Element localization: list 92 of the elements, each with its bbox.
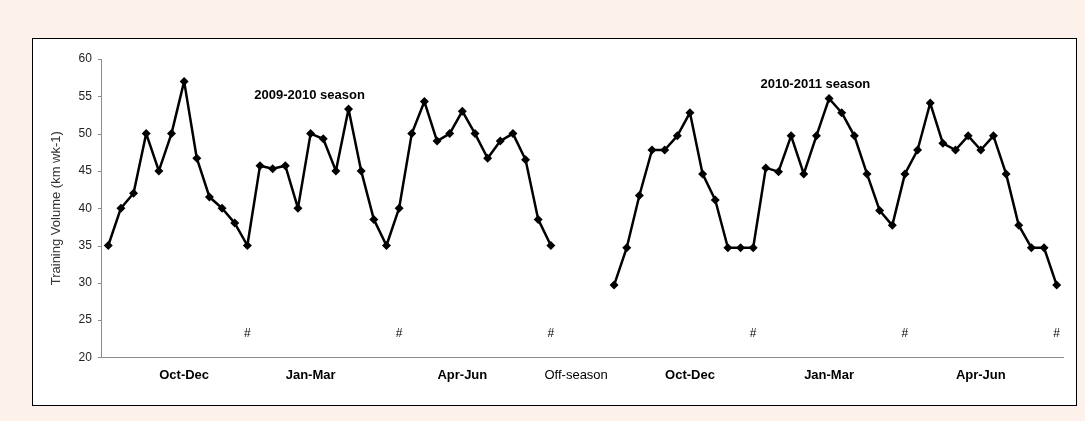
point — [217, 203, 227, 213]
point — [445, 129, 455, 139]
x-tick-label: Jan-Mar — [285, 366, 336, 382]
y-tick-label: 25 — [78, 312, 93, 327]
point — [672, 131, 682, 141]
annotation: # — [749, 325, 757, 340]
x-tick-label: Apr-Jun — [437, 366, 488, 382]
point — [963, 131, 973, 141]
point — [306, 129, 316, 139]
point — [913, 145, 923, 155]
point — [242, 241, 252, 250]
point — [849, 131, 859, 141]
annotation: # — [1053, 325, 1061, 340]
point — [773, 167, 783, 177]
point — [1001, 169, 1011, 179]
point — [407, 129, 417, 139]
point — [761, 163, 771, 173]
point — [495, 136, 505, 146]
point — [622, 243, 632, 253]
y-tick-label: 35 — [78, 237, 93, 252]
point — [837, 108, 847, 118]
point — [508, 129, 518, 139]
point — [394, 203, 404, 213]
point — [432, 136, 442, 146]
y-tick-label: 45 — [78, 163, 93, 178]
point — [255, 161, 265, 171]
point — [938, 138, 948, 148]
point — [647, 145, 657, 155]
annotation: # — [395, 325, 403, 340]
point — [900, 169, 910, 179]
point — [521, 155, 531, 165]
point — [875, 205, 885, 215]
series-label: 2010-2011 season — [760, 76, 871, 92]
point — [1052, 280, 1062, 290]
series-label: 2009-2010 season — [254, 86, 365, 102]
y-tick-label: 50 — [78, 125, 93, 140]
y-tick-label: 60 — [78, 51, 93, 66]
point — [419, 97, 429, 107]
y-axis-title: Training Volume (km wk-1) — [48, 131, 64, 286]
point — [748, 243, 758, 253]
point — [698, 169, 708, 179]
point — [318, 134, 328, 144]
point — [154, 166, 164, 176]
point — [457, 106, 467, 116]
x-tick-label: Jan-Mar — [804, 366, 854, 382]
annotation: # — [244, 325, 252, 340]
point — [723, 243, 733, 253]
point — [887, 220, 897, 230]
point — [786, 131, 796, 141]
point — [1026, 243, 1036, 253]
point — [533, 214, 543, 224]
y-tick-label: 30 — [78, 275, 93, 290]
point — [116, 203, 126, 213]
point — [179, 76, 189, 86]
point — [685, 108, 695, 118]
x-tick-label: Apr-Jun — [955, 366, 1006, 382]
point — [736, 243, 746, 253]
point — [129, 188, 139, 198]
point — [470, 129, 480, 139]
point — [609, 280, 619, 290]
point — [634, 191, 644, 201]
point — [167, 129, 176, 139]
point — [268, 164, 278, 174]
point — [204, 192, 214, 202]
point — [976, 145, 986, 155]
point — [546, 241, 556, 250]
point — [280, 161, 290, 171]
point — [483, 153, 493, 163]
point — [951, 145, 961, 155]
point — [1014, 220, 1024, 230]
point — [824, 94, 834, 104]
point — [192, 153, 202, 163]
point — [988, 131, 998, 141]
point — [356, 166, 366, 176]
x-tick-label: Off-season — [544, 366, 608, 382]
point — [811, 131, 821, 141]
point — [230, 218, 240, 228]
point — [103, 241, 113, 250]
annotation: # — [547, 325, 555, 340]
point — [799, 169, 809, 179]
annotation: # — [901, 325, 909, 340]
y-tick-label: 55 — [78, 88, 93, 103]
point — [1039, 243, 1049, 253]
point — [660, 145, 670, 155]
x-tick-label: Oct-Dec — [665, 366, 715, 382]
point — [862, 169, 872, 179]
point — [369, 214, 379, 224]
y-tick-label: 20 — [78, 349, 93, 364]
y-tick-label: 40 — [78, 200, 93, 215]
point — [710, 195, 720, 205]
point — [381, 241, 391, 250]
x-tick-label: Oct-Dec — [159, 366, 210, 382]
